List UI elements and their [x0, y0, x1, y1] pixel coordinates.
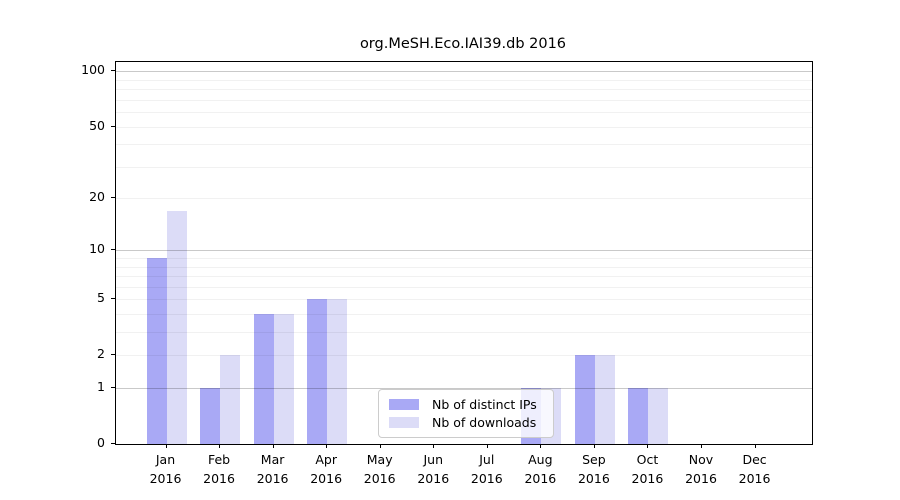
gridline-minor-5 — [116, 299, 812, 301]
bar-downloads-feb — [220, 355, 241, 444]
gridlines-layer — [116, 62, 812, 444]
gridline-minor-40 — [116, 144, 812, 146]
bars-layer — [116, 62, 812, 444]
bar-downloads-sep — [594, 355, 615, 444]
x-tick-label-may: May 2016 — [363, 452, 396, 486]
legend-item-downloads: Nb of downloads — [389, 415, 543, 430]
gridline-minor-4 — [116, 314, 812, 316]
bar-distinct-ips-mar — [253, 314, 274, 444]
legend-item-distinct-ips: Nb of distinct IPs — [389, 397, 543, 412]
y-axis-tick-100 — [111, 70, 115, 72]
legend: Nb of distinct IPs Nb of downloads — [378, 389, 554, 438]
gridline-minor-6 — [116, 286, 812, 288]
x-axis-tick-apr — [326, 444, 328, 448]
y-axis-tick-10 — [111, 249, 115, 251]
downloads-swatch-icon — [389, 417, 419, 428]
bar-distinct-ips-jan — [146, 258, 167, 444]
x-tick-label-mar: Mar 2016 — [256, 452, 289, 486]
bar-distinct-ips-feb — [200, 388, 221, 444]
legend-label: Nb of distinct IPs — [432, 397, 537, 412]
gridline-major-10 — [116, 250, 812, 252]
gridline-minor-60 — [116, 112, 812, 114]
x-tick-label-nov: Nov 2016 — [685, 452, 717, 486]
y-tick-label-100: 100 — [81, 62, 105, 78]
x-tick-label-oct: Oct 2016 — [631, 452, 664, 486]
x-axis-tick-jan — [165, 444, 167, 448]
x-tick-label-aug: Aug 2016 — [524, 452, 557, 486]
y-axis-tick-20 — [111, 197, 115, 199]
gridline-minor-8 — [116, 266, 812, 268]
y-tick-label-1: 1 — [97, 379, 105, 395]
chart-title: org.MeSH.Eco.IAI39.db 2016 — [359, 36, 567, 52]
bar-downloads-oct — [648, 388, 669, 444]
x-axis-tick-may — [379, 444, 381, 448]
gridline-minor-70 — [116, 99, 812, 101]
bar-distinct-ips-oct — [628, 388, 649, 444]
x-tick-label-sep: Sep 2016 — [577, 452, 610, 486]
gridline-minor-30 — [116, 166, 812, 168]
x-axis-tick-mar — [272, 444, 274, 448]
x-axis-tick-nov — [701, 444, 702, 448]
bar-distinct-ips-apr — [307, 299, 328, 444]
y-axis-tick-0 — [111, 443, 115, 444]
gridline-minor-90 — [116, 79, 812, 81]
x-axis-tick-aug — [540, 444, 542, 448]
bar-downloads-jan — [166, 210, 187, 444]
bar-downloads-mar — [273, 314, 294, 444]
gridline-minor-7 — [116, 276, 812, 278]
x-axis-tick-oct — [647, 444, 649, 448]
y-axis-tick-2 — [111, 354, 115, 356]
x-tick-label-feb: Feb 2016 — [203, 452, 235, 486]
x-axis-tick-dec — [754, 444, 756, 448]
gridline-minor-9 — [116, 258, 812, 260]
y-tick-label-20: 20 — [89, 189, 105, 205]
x-tick-label-apr: Apr 2016 — [310, 452, 343, 486]
legend-label: Nb of downloads — [432, 415, 537, 430]
y-tick-label-10: 10 — [89, 241, 105, 257]
x-tick-label-jun: Jun 2016 — [417, 452, 450, 486]
y-axis-tick-1 — [111, 387, 115, 389]
y-axis-tick-50 — [111, 125, 115, 127]
x-axis-tick-feb — [219, 444, 221, 448]
gridline-minor-2 — [116, 355, 812, 357]
gridline-minor-3 — [116, 332, 812, 334]
y-tick-label-2: 2 — [97, 346, 105, 362]
x-axis-tick-jun — [433, 444, 435, 448]
gridline-minor-20 — [116, 198, 812, 200]
x-tick-label-jul: Jul 2016 — [470, 452, 503, 486]
y-tick-label-5: 5 — [97, 290, 105, 306]
x-axis-tick-sep — [593, 444, 595, 448]
y-axis-tick-5 — [111, 298, 115, 300]
plot-area — [115, 61, 813, 445]
gridline-minor-50 — [116, 126, 812, 128]
distinct-ips-swatch-icon — [389, 399, 419, 410]
gridline-minor-80 — [116, 89, 812, 91]
x-axis-tick-jul — [486, 444, 488, 448]
bar-distinct-ips-sep — [574, 355, 595, 444]
x-tick-label-jan: Jan 2016 — [149, 452, 182, 486]
y-tick-label-50: 50 — [89, 117, 105, 133]
bar-downloads-apr — [327, 299, 348, 444]
y-tick-label-0: 0 — [97, 435, 105, 450]
x-tick-label-dec: Dec 2016 — [738, 452, 771, 486]
gridline-major-100 — [116, 71, 812, 73]
